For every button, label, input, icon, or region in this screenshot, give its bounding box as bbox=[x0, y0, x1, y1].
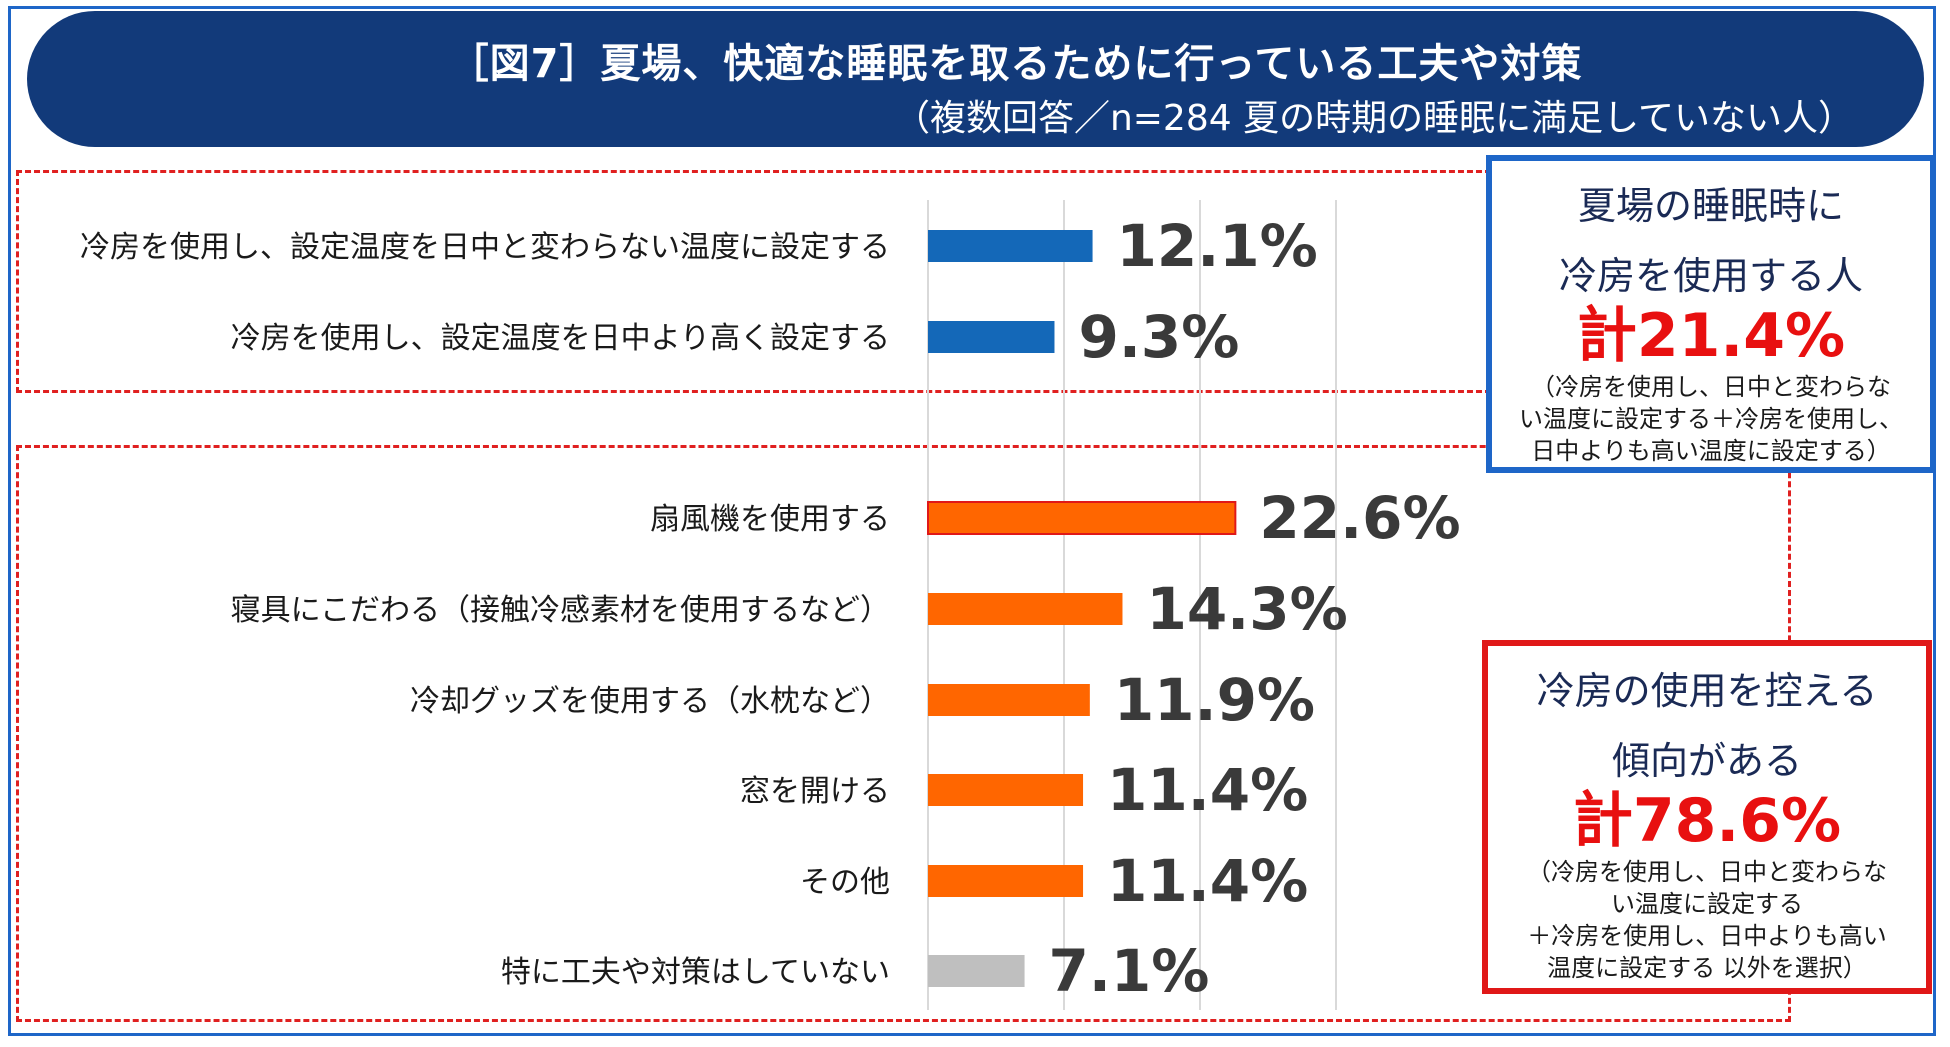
aircon-callout-heading-line2: 冷房を使用する人 bbox=[1558, 254, 1863, 298]
category-label: 特に工夫や対策はしていない bbox=[501, 955, 890, 990]
bar bbox=[928, 955, 1025, 987]
value-label: 11.4% bbox=[1107, 756, 1308, 824]
value-label: 22.6% bbox=[1259, 484, 1460, 552]
aircon-callout-note-line1: （冷房を使用し、日中と変わらな bbox=[1531, 373, 1891, 401]
bar bbox=[928, 865, 1084, 897]
category-label: 冷房を使用し、設定温度を日中より高く設定する bbox=[231, 321, 890, 356]
value-label: 12.1% bbox=[1117, 212, 1318, 280]
no-aircon-callout-note-line1: （冷房を使用し、日中と変わらな bbox=[1527, 858, 1887, 886]
chart-subtitle: （複数回答／n=284 夏の時期の睡眠に満足していない人） bbox=[893, 98, 1854, 139]
bar bbox=[928, 230, 1093, 262]
category-label: 扇風機を使用する bbox=[650, 502, 890, 537]
bar bbox=[928, 774, 1084, 806]
category-label: 窓を開ける bbox=[740, 774, 890, 809]
aircon-callout-heading-line1: 夏場の睡眠時に bbox=[1577, 184, 1844, 228]
category-label: 寝具にこだわる（接触冷感素材を使用するなど） bbox=[231, 593, 890, 628]
value-label: 14.3% bbox=[1146, 575, 1347, 643]
chart-frame bbox=[8, 6, 1936, 1036]
aircon-callout-total: 計21.4% bbox=[1576, 301, 1846, 371]
category-label: 冷房を使用し、設定温度を日中と変わらない温度に設定する bbox=[80, 230, 890, 265]
chart-title: ［図7］夏場、快適な睡眠を取るために行っている工夫や対策 bbox=[448, 41, 1583, 87]
category-label: その他 bbox=[800, 865, 890, 900]
no-aircon-callout-note-line2: い温度に設定する bbox=[1611, 890, 1803, 918]
value-label: 11.9% bbox=[1114, 666, 1315, 734]
no-aircon-callout-note-line4: 温度に設定する 以外を選択） bbox=[1547, 954, 1867, 982]
aircon-summary-callout: 夏場の睡眠時に 冷房を使用する人 計21.4% （冷房を使用し、日中と変わらな … bbox=[1486, 155, 1936, 473]
no-aircon-callout-heading-line2: 傾向がある bbox=[1611, 739, 1802, 783]
value-label: 7.1% bbox=[1049, 937, 1210, 1005]
aircon-callout-note-line2: い温度に設定する＋冷房を使用し、 bbox=[1519, 405, 1903, 433]
bar bbox=[928, 321, 1055, 353]
no-aircon-callout-total: 計78.6% bbox=[1572, 786, 1842, 856]
bar bbox=[927, 501, 1237, 535]
bar bbox=[928, 684, 1090, 716]
category-label: 冷却グッズを使用する（水枕など） bbox=[410, 684, 890, 719]
value-label: 9.3% bbox=[1078, 303, 1239, 371]
no-aircon-callout-note-line3: ＋冷房を使用し、日中よりも高い bbox=[1527, 922, 1887, 950]
no-aircon-summary-callout: 冷房の使用を控える 傾向がある 計78.6% （冷房を使用し、日中と変わらな い… bbox=[1482, 640, 1932, 994]
no-aircon-callout-heading-line1: 冷房の使用を控える bbox=[1536, 669, 1878, 713]
aircon-callout-note-line3: 日中よりも高い温度に設定する） bbox=[1531, 437, 1891, 465]
value-label: 11.4% bbox=[1107, 847, 1308, 915]
title-banner: ［図7］夏場、快適な睡眠を取るために行っている工夫や対策 （複数回答／n=284… bbox=[27, 11, 1924, 147]
bar bbox=[928, 593, 1123, 625]
